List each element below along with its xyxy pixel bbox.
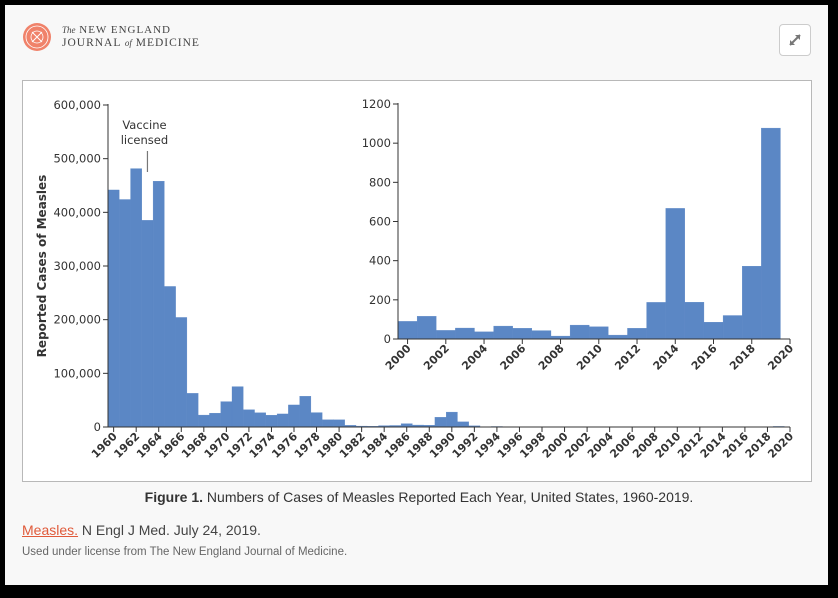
bar-1989 [434,417,447,428]
bar-1960 [107,189,120,428]
bar-2001 [416,316,437,340]
y-tick-label: 1200 [362,97,391,111]
bar-1967 [186,393,199,428]
bar-1991 [457,421,469,428]
bar-1971 [231,386,244,428]
x-tick-label: 2000 [383,342,414,373]
y-axis-title: Reported Cases of Measles [35,175,49,358]
bar-1964 [152,181,165,428]
caption-text: Numbers of Cases of Measles Reported Eac… [203,489,694,505]
bar-2010 [589,326,609,340]
bar-2004 [474,331,494,340]
x-tick-label: 2010 [574,342,605,373]
license-note: Used under license from The New England … [22,546,348,558]
bar-1979 [322,419,334,428]
bar-2006 [512,328,533,340]
y-tick-label: 200,000 [53,313,101,327]
y-tick-label: 400,000 [53,205,101,219]
bar-2016 [703,322,724,340]
y-tick-label: 600 [369,215,391,229]
x-tick-label: 2018 [727,342,758,373]
expand-button[interactable] [779,24,811,56]
y-tick-label: 600,000 [53,98,101,112]
caption-label: Figure 1. [144,489,204,505]
bar-1962 [130,168,142,428]
bar-1966 [175,317,188,428]
y-tick-label: 500,000 [53,152,101,166]
annotation-text: licensed [121,133,168,147]
inset-chart: 0 200 400 600 800 1000 1200 2000 2002 2004 2006 200… [362,97,797,373]
bar-1963 [141,220,154,428]
bar-2009 [569,324,590,340]
bar-1990 [446,411,458,428]
bar-1965 [164,286,176,428]
bar-1980 [333,419,345,428]
citation: Measles. N Engl J Med. July 24, 2019. [22,522,261,538]
y-tick-label: 200 [369,293,391,307]
bar-1973 [254,412,266,428]
bar-1968 [198,414,210,428]
x-tick-label: 2020 [765,342,796,373]
bar-2003 [455,327,475,340]
bar-1986 [400,423,413,428]
bar-1961 [119,199,131,428]
bar-2014 [665,208,685,340]
x-tick-label: 2016 [689,342,720,373]
bar-1977 [299,396,312,428]
x-tick-label: 2020 [765,430,796,461]
bar-1978 [310,412,323,428]
nejm-seal-logo [23,23,51,51]
annotation-text: Vaccine [122,118,166,132]
x-tick-label: 2002 [421,342,452,373]
bar-2018 [742,265,762,340]
bar-2019 [761,127,781,340]
x-tick-label: 2004 [459,342,490,373]
bar-2011 [608,334,628,340]
brand-line1: NEW ENGLAND [79,24,172,36]
citation-text: N Engl J Med. July 24, 2019. [78,522,261,538]
bar-2005 [493,325,513,340]
article-link[interactable]: Measles. [22,522,79,538]
x-tick-label: 2012 [612,342,643,373]
brand-journal: JOURNAL [62,37,121,49]
figure-caption: Figure 1. Numbers of Cases of Measles Re… [0,489,838,505]
bar-2002 [436,330,456,340]
y-tick-label: 0 [94,420,101,434]
y-tick-label: 800 [369,175,391,189]
bar-2013 [646,302,666,340]
bar-1974 [265,414,278,428]
bar-1969 [209,412,221,428]
expand-arrows-icon [789,34,801,46]
brand-medicine: MEDICINE [135,37,200,49]
brand-the: The [62,25,76,35]
brand-of: of [124,38,132,48]
x-tick-label: 2014 [651,342,682,373]
bar-1976 [288,404,300,428]
bar-2000 [397,321,418,340]
bar-2007 [531,330,552,340]
journal-brand: The NEW ENGLAND JOURNAL of MEDICINE [62,24,200,50]
bar-1972 [243,409,255,428]
y-tick-label: 300,000 [53,259,101,273]
x-tick-label: 2006 [498,342,529,373]
bar-2015 [684,302,705,340]
y-tick-label: 1000 [362,136,391,150]
bar-1975 [276,413,289,428]
bar-2012 [627,328,647,340]
y-tick-label: 100,000 [53,366,101,380]
bar-1970 [220,401,233,428]
bar-2017 [722,315,743,340]
x-tick-label: 2008 [536,342,567,373]
y-tick-label: 400 [369,254,391,268]
y-tick-label: 0 [384,332,391,346]
